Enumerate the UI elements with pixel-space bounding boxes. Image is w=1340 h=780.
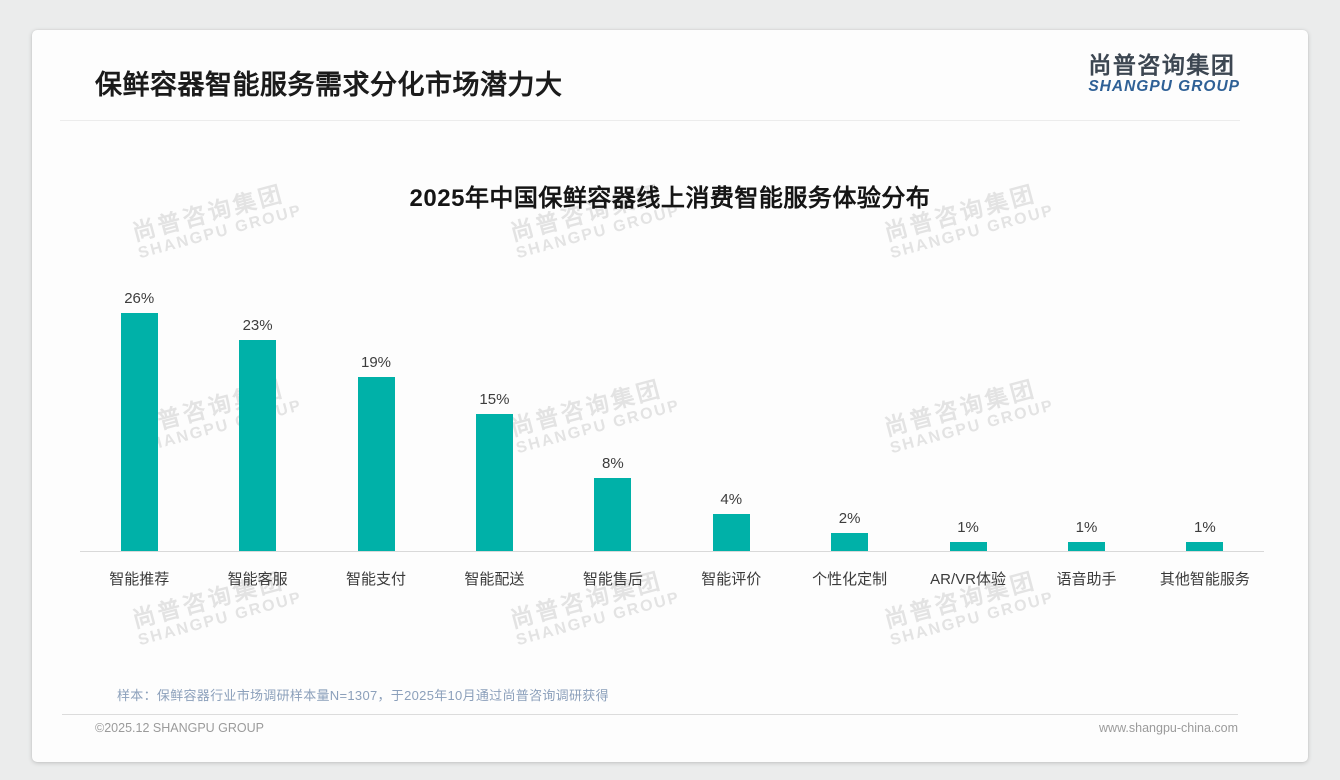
bar-slot: 1%	[909, 255, 1027, 551]
bar	[475, 414, 513, 551]
category-label: 个性化定制	[812, 571, 888, 588]
bar	[831, 533, 869, 551]
bar-value-label: 1%	[1194, 519, 1216, 536]
bar	[120, 313, 158, 551]
bar-slot: 4%	[672, 255, 790, 551]
slide-card: 尚普咨询集团 SHANGPU GROUP 尚普咨询集团 SHANGPU GROUP 尚普…	[32, 30, 1308, 762]
bar-value-label: 4%	[720, 491, 743, 508]
bar-value-label: 1%	[957, 519, 979, 536]
footer-divider	[62, 714, 1238, 715]
logo-en-text: SHANGPU GROUP	[1088, 78, 1240, 96]
sample-note: 样本：保鲜容器行业市场调研样本量N=1307，于2025年10月通过尚普咨询调研…	[117, 688, 609, 703]
bar-slot: 1%	[1146, 255, 1264, 551]
bar	[239, 340, 277, 551]
category-label: 其他智能服务	[1159, 571, 1250, 588]
bar-value-label: 2%	[838, 510, 861, 527]
category-label: 智能配送	[464, 571, 525, 588]
category-label: 智能支付	[346, 571, 407, 588]
title-divider	[60, 120, 1240, 121]
bar-slot: 2%	[790, 255, 908, 551]
category-label: 智能客服	[227, 571, 288, 588]
watermark-en-text: SHANGPU GROUP	[888, 589, 1057, 650]
bar-value-label: 23%	[242, 317, 273, 334]
footer-copyright: ©2025.12 SHANGPU GROUP	[95, 721, 264, 735]
watermark-en-text: SHANGPU GROUP	[136, 589, 305, 650]
bar-slot: 26%	[80, 255, 198, 551]
watermark-en-text: SHANGPU GROUP	[514, 589, 683, 650]
bar-slot: 1%	[1027, 255, 1145, 551]
bar	[1186, 542, 1224, 551]
chart-title: 2025年中国保鲜容器线上消费智能服务体验分布	[409, 185, 931, 212]
category-labels: 智能推荐 智能客服 智能支付 智能配送 智能售后 智能评价 个性化定制 AR/VR体验 语音助手…	[80, 568, 1264, 589]
bar-value-label: 8%	[601, 455, 624, 472]
category-label: 语音助手	[1056, 571, 1117, 588]
category-label: 智能售后	[582, 571, 643, 588]
bar-value-label: 15%	[479, 391, 510, 408]
bar-value-label: 19%	[361, 354, 392, 371]
bar	[712, 514, 750, 551]
bar-value-label: 1%	[1075, 519, 1098, 536]
bar-slot: 8%	[554, 255, 672, 551]
logo: 尚普咨询集团 SHANGPU GROUP	[1088, 52, 1240, 96]
bar-plot: 26% 23% 19% 15% 8% 4% 2% 1% 1% 1%	[80, 255, 1264, 552]
logo-cn-text: 尚普咨询集团	[1088, 52, 1236, 78]
bar	[357, 377, 395, 551]
bar-slot: 19%	[317, 255, 435, 551]
category-label: AR/VR体验	[930, 571, 1006, 588]
category-label: 智能推荐	[109, 571, 170, 588]
bar	[1067, 542, 1105, 551]
bar	[949, 542, 987, 551]
category-label: 智能评价	[701, 571, 762, 588]
bar-slot: 15%	[435, 255, 553, 551]
bar	[594, 478, 632, 551]
bar-slot: 23%	[198, 255, 316, 551]
bar-value-label: 26%	[124, 290, 155, 307]
page-title: 保鲜容器智能服务需求分化市场潜力大	[95, 70, 563, 100]
footer-website: www.shangpu-china.com	[1099, 721, 1238, 735]
